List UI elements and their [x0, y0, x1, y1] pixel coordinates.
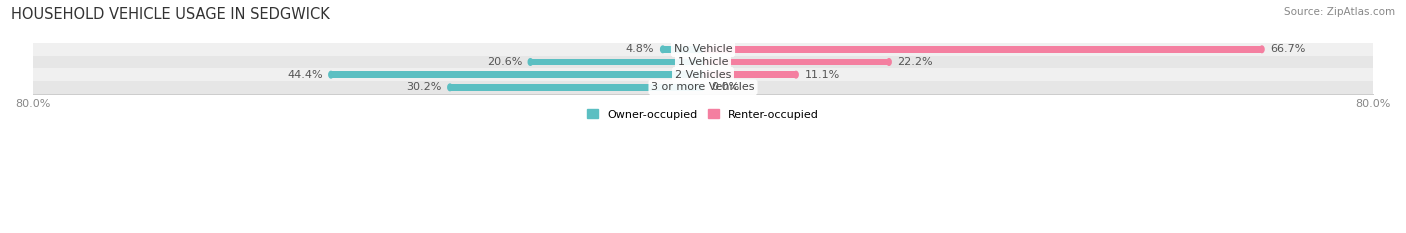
- Text: No Vehicle: No Vehicle: [673, 44, 733, 54]
- Text: 3 or more Vehicles: 3 or more Vehicles: [651, 82, 755, 92]
- Circle shape: [1260, 46, 1264, 53]
- Text: 20.6%: 20.6%: [486, 57, 522, 67]
- Bar: [450, 84, 703, 91]
- Text: 30.2%: 30.2%: [406, 82, 441, 92]
- Bar: [32, 43, 1374, 56]
- Circle shape: [661, 46, 665, 53]
- Bar: [330, 71, 703, 78]
- Text: 22.2%: 22.2%: [897, 57, 934, 67]
- Text: 44.4%: 44.4%: [287, 70, 322, 80]
- Bar: [662, 46, 703, 53]
- Circle shape: [887, 59, 891, 65]
- Text: 1 Vehicle: 1 Vehicle: [678, 57, 728, 67]
- Bar: [32, 56, 1374, 68]
- Text: 4.8%: 4.8%: [626, 44, 654, 54]
- Circle shape: [447, 84, 453, 91]
- Bar: [703, 71, 796, 78]
- Bar: [703, 46, 1261, 53]
- Text: 11.1%: 11.1%: [804, 70, 839, 80]
- Bar: [32, 68, 1374, 81]
- Text: 66.7%: 66.7%: [1270, 44, 1306, 54]
- Text: 0.0%: 0.0%: [711, 82, 740, 92]
- Bar: [530, 59, 703, 65]
- Bar: [703, 59, 889, 65]
- Text: Source: ZipAtlas.com: Source: ZipAtlas.com: [1284, 7, 1395, 17]
- Circle shape: [529, 59, 533, 65]
- Circle shape: [329, 71, 333, 78]
- Text: HOUSEHOLD VEHICLE USAGE IN SEDGWICK: HOUSEHOLD VEHICLE USAGE IN SEDGWICK: [11, 7, 330, 22]
- Text: 2 Vehicles: 2 Vehicles: [675, 70, 731, 80]
- Circle shape: [794, 71, 799, 78]
- Bar: [32, 81, 1374, 94]
- Legend: Owner-occupied, Renter-occupied: Owner-occupied, Renter-occupied: [586, 109, 820, 120]
